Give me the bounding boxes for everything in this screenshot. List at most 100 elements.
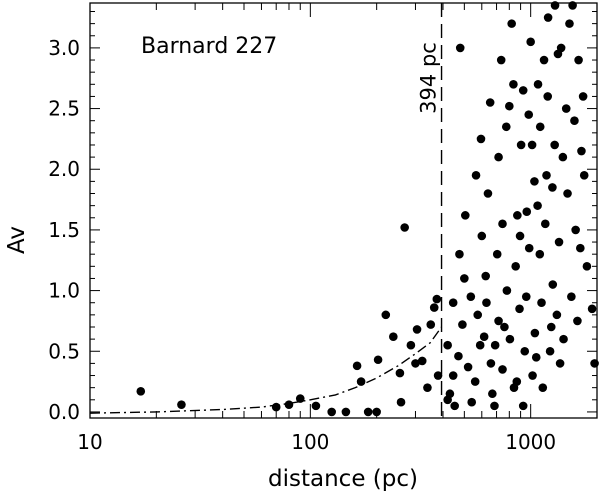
data-point [579, 171, 589, 180]
data-point [561, 104, 571, 113]
data-point [574, 55, 583, 65]
data-point [516, 140, 526, 150]
data-point [411, 359, 420, 368]
data-point [429, 303, 439, 312]
data-point [494, 316, 503, 326]
data-point [490, 340, 500, 350]
data-point [542, 171, 551, 180]
data-point [445, 389, 455, 399]
data-point [545, 346, 555, 356]
x-tick-label: 10 [77, 430, 102, 454]
data-point [356, 377, 366, 386]
data-point [570, 116, 579, 126]
data-point [432, 294, 442, 304]
data-point [448, 298, 458, 308]
data-point [381, 310, 391, 320]
data-point [550, 140, 559, 150]
data-point [481, 271, 490, 281]
data-point [341, 407, 351, 417]
x-axis-label: distance (pc) [268, 466, 418, 492]
data-point [496, 55, 506, 65]
data-point [524, 243, 534, 253]
data-point [482, 298, 491, 308]
data-point [524, 110, 534, 119]
data-point [412, 325, 422, 334]
data-point [498, 365, 507, 374]
data-point [136, 387, 146, 396]
data-point [512, 377, 522, 386]
data-point [470, 377, 480, 386]
data-point [563, 189, 572, 198]
data-point [389, 332, 398, 341]
data-point [555, 359, 565, 368]
data-point [530, 177, 539, 186]
data-point [455, 43, 465, 53]
x-tick-label: 100 [291, 430, 329, 454]
data-point [492, 249, 502, 259]
x-tick-label: 1000 [505, 430, 556, 454]
axes-layer [89, 3, 598, 418]
data-point [582, 262, 592, 271]
y-tick-label: 0.5 [48, 339, 80, 363]
data-point [460, 274, 469, 283]
data-point [400, 223, 409, 232]
data-point [538, 383, 548, 392]
data-point [501, 122, 511, 132]
data-point [458, 320, 467, 329]
data-point [531, 353, 541, 362]
y-tick-label: 2.5 [48, 97, 80, 121]
data-point [426, 320, 436, 329]
data-point [488, 389, 497, 399]
data-point [528, 371, 537, 380]
data-point [539, 55, 549, 65]
data-point [548, 183, 557, 192]
data-point [543, 92, 553, 101]
data-point [565, 19, 574, 28]
data-point [423, 383, 432, 392]
plot-frame-layer [89, 2, 598, 419]
data-point [295, 394, 305, 403]
data-point [556, 43, 566, 53]
data-point [311, 401, 321, 411]
data-point [455, 249, 464, 259]
data-point [540, 219, 550, 229]
data-point [535, 249, 545, 259]
y-axis-label: Av [4, 226, 30, 254]
data-point [485, 98, 495, 107]
data-point [395, 368, 405, 378]
data-point [475, 340, 485, 350]
data-point [450, 401, 459, 411]
data-point [518, 401, 528, 411]
data-point [573, 316, 582, 326]
data-point [520, 346, 530, 356]
data-point [284, 400, 294, 409]
data-point [527, 140, 537, 150]
reference-line-label: 394 pc [417, 42, 441, 114]
data-point [486, 359, 496, 368]
y-tick-label: 0.0 [48, 400, 80, 424]
data-point [530, 328, 540, 338]
data-point [463, 362, 473, 372]
data-point [494, 152, 503, 162]
model-extinction-curve [89, 326, 443, 414]
data-point [490, 401, 499, 411]
data-point [500, 322, 509, 332]
data-point [406, 340, 416, 350]
data-point [515, 304, 524, 314]
data-point [473, 310, 483, 320]
data-point [479, 332, 489, 341]
data-point [373, 355, 383, 365]
data-point [509, 80, 518, 89]
data-point [546, 322, 556, 332]
data-point [568, 1, 577, 10]
region-name-label: Barnard 227 [141, 34, 277, 59]
data-point [554, 237, 564, 247]
data-point [533, 80, 543, 89]
data-point [454, 351, 463, 361]
data-point [396, 397, 406, 407]
data-point [476, 134, 486, 144]
data-point [518, 86, 528, 95]
data-point [559, 334, 568, 344]
